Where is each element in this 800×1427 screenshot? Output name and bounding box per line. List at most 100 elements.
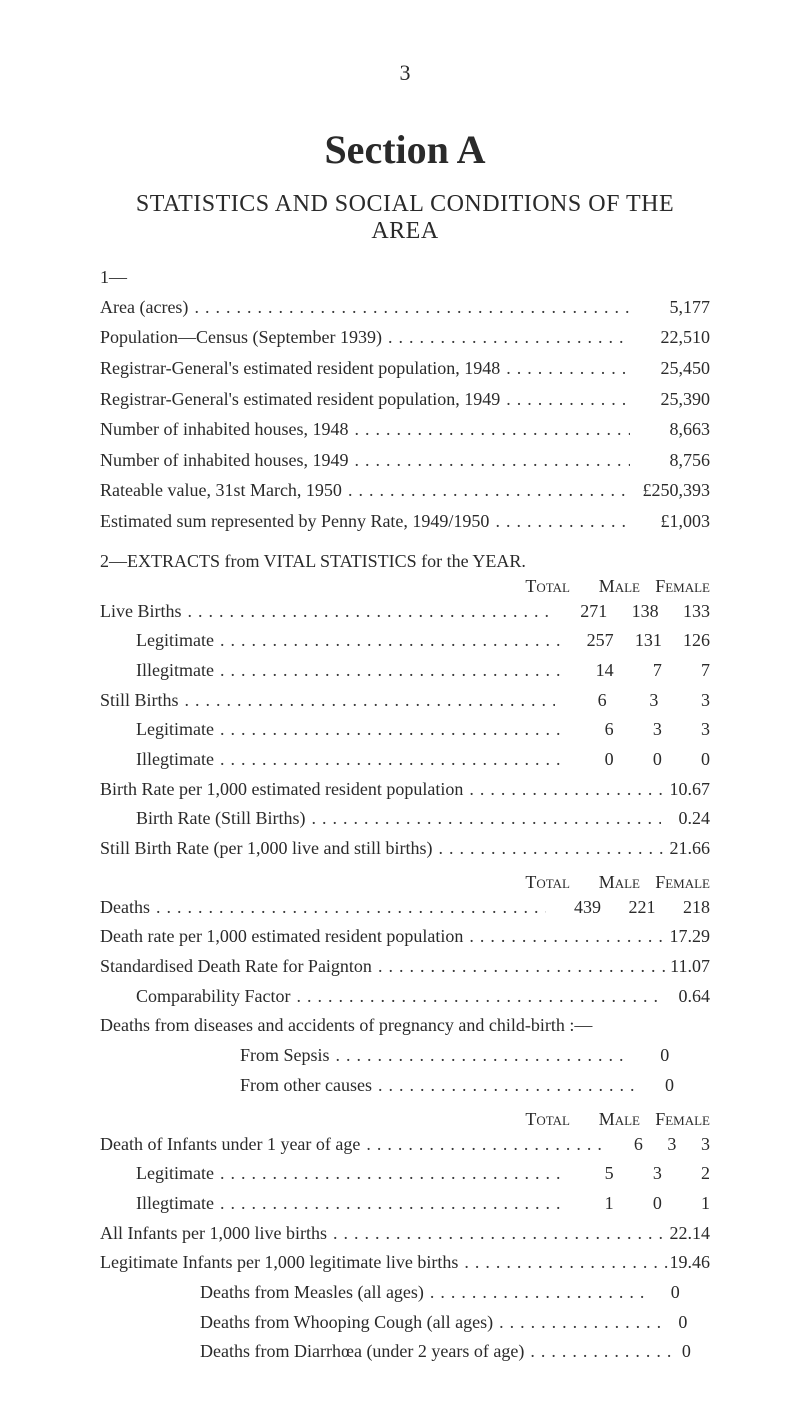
stat-row: Birth Rate (Still Births)...............… <box>100 804 710 834</box>
col-female: Female <box>640 1109 710 1130</box>
infants-sub-rows: Legitimate..............................… <box>100 1159 710 1218</box>
col-female: 0 <box>662 745 710 775</box>
leader-dots: ........................................… <box>463 922 669 952</box>
line-row: Registrar-General's estimated resident p… <box>100 353 710 384</box>
leader-dots: ........................................… <box>342 475 630 506</box>
stat-value: 19.46 <box>670 1248 711 1278</box>
stat-value: 11.07 <box>670 952 711 982</box>
col-male: 3 <box>643 1130 677 1160</box>
stat-label: Live Births <box>100 597 182 627</box>
stat-value: 10.67 <box>670 775 711 805</box>
leader-dots: ........................................… <box>214 1159 566 1189</box>
col-female: 126 <box>662 626 710 656</box>
leader-dots: ........................................… <box>330 1041 629 1071</box>
col-male: 0 <box>614 745 662 775</box>
col-female: 1 <box>662 1189 710 1219</box>
col-male: 138 <box>607 597 658 627</box>
stat-value: 22.14 <box>664 1219 710 1249</box>
leader-dots: ........................................… <box>290 982 659 1012</box>
stat-row: Illegitmate.............................… <box>100 656 710 686</box>
stat-label: From other causes <box>100 1071 372 1101</box>
col-total: 14 <box>566 656 614 686</box>
line-value: £250,393 <box>630 475 710 506</box>
stat-row: Comparability Factor....................… <box>100 982 710 1012</box>
stat-row: From other causes.......................… <box>100 1071 710 1101</box>
leader-dots: ........................................… <box>214 715 566 745</box>
leader-dots: ........................................… <box>327 1219 664 1249</box>
col-female: 218 <box>655 893 710 923</box>
col-male: 131 <box>614 626 662 656</box>
col-header-row-3: Total Male Female <box>100 1109 710 1130</box>
leader-dots: ........................................… <box>500 353 630 384</box>
line-value: 22,510 <box>630 322 710 353</box>
infants-row-holder: Death of Infants under 1 year of age....… <box>100 1130 710 1160</box>
stat-label: Deaths from Whooping Cough (all ages) <box>100 1308 493 1338</box>
block2-rows1b: Death rate per 1,000 estimated resident … <box>100 922 710 1011</box>
stat-label: Legitimate <box>100 626 214 656</box>
stat-label: Deaths from Diarrhœa (under 2 years of a… <box>100 1337 524 1367</box>
stat-row: Legitimate Infants per 1,000 legitimate … <box>100 1248 710 1278</box>
line-row: Number of inhabited houses, 1949........… <box>100 445 710 476</box>
line-value: 25,390 <box>630 384 710 415</box>
stat-label: Deaths <box>100 893 150 923</box>
col-male: 221 <box>601 893 656 923</box>
leader-dots: ........................................… <box>179 686 555 716</box>
page-number: 3 <box>100 60 710 86</box>
col-male: 3 <box>614 1159 662 1189</box>
col-total: 271 <box>556 597 607 627</box>
block1-prefix: 1— <box>100 263 710 292</box>
col-total: 1 <box>566 1189 614 1219</box>
stat-row: Illegtimate.............................… <box>100 1189 710 1219</box>
leader-dots: ........................................… <box>424 1278 650 1308</box>
stat-label: Legitimate Infants per 1,000 legitimate … <box>100 1248 458 1278</box>
stat-label: Death rate per 1,000 estimated resident … <box>100 922 463 952</box>
main-heading: STATISTICS AND SOCIAL CONDITIONS OF THE … <box>100 191 710 245</box>
pregnancy-text: Deaths from diseases and accidents of pr… <box>100 1011 592 1041</box>
line-value: 25,450 <box>630 353 710 384</box>
stat-row: Still Births............................… <box>100 686 710 716</box>
leader-dots: ........................................… <box>214 626 566 656</box>
leader-dots: ........................................… <box>348 445 630 476</box>
col-total: 0 <box>566 745 614 775</box>
line-row: Population—Census (September 1939)......… <box>100 322 710 353</box>
block2-rows1a: Birth Rate per 1,000 estimated resident … <box>100 775 710 864</box>
leader-dots: ........................................… <box>182 597 556 627</box>
col-female: 3 <box>662 715 710 745</box>
leader-dots: ........................................… <box>188 292 630 323</box>
stat-value: 21.66 <box>670 834 711 864</box>
leader-dots: ........................................… <box>432 834 669 864</box>
line-label: Area (acres) <box>100 292 188 323</box>
stat-label: Legitimate <box>100 715 214 745</box>
line-label: Estimated sum represented by Penny Rate,… <box>100 506 489 537</box>
leader-dots: ........................................… <box>489 506 630 537</box>
block2-heading: 2—EXTRACTS from VITAL STATISTICS for the… <box>100 551 710 572</box>
stat-row: Death of Infants under 1 year of age....… <box>100 1130 710 1160</box>
line-label: Rateable value, 31st March, 1950 <box>100 475 342 506</box>
stat-value: 0 <box>629 1041 670 1071</box>
line-label: Registrar-General's estimated resident p… <box>100 353 500 384</box>
stat-label: Legitimate <box>100 1159 214 1189</box>
line-value: 5,177 <box>630 292 710 323</box>
line-row: Rateable value, 31st March, 1950........… <box>100 475 710 506</box>
col-male: Male <box>570 872 640 893</box>
stat-row: Illegtimate.............................… <box>100 745 710 775</box>
col-female: Female <box>640 576 710 597</box>
col-female: 3 <box>658 686 710 716</box>
col-total: Total <box>500 1109 570 1130</box>
stat-value: 17.29 <box>670 922 711 952</box>
line-value: £1,003 <box>630 506 710 537</box>
col-header-row-2: Total Male Female <box>100 872 710 893</box>
col-total: 257 <box>566 626 614 656</box>
col-total: 6 <box>566 715 614 745</box>
leader-dots: ........................................… <box>458 1248 669 1278</box>
line-label: Registrar-General's estimated resident p… <box>100 384 500 415</box>
col-female: 2 <box>662 1159 710 1189</box>
col-female: 133 <box>659 597 710 627</box>
leader-dots: ........................................… <box>524 1337 671 1367</box>
col-female: 7 <box>662 656 710 686</box>
col-total: Total <box>500 872 570 893</box>
line-value: 8,756 <box>630 445 710 476</box>
stat-value: 0.24 <box>661 804 710 834</box>
last-rows: Deaths from Measles (all ages)..........… <box>100 1278 710 1367</box>
page: 3 Section A STATISTICS AND SOCIAL CONDIT… <box>0 0 800 1427</box>
